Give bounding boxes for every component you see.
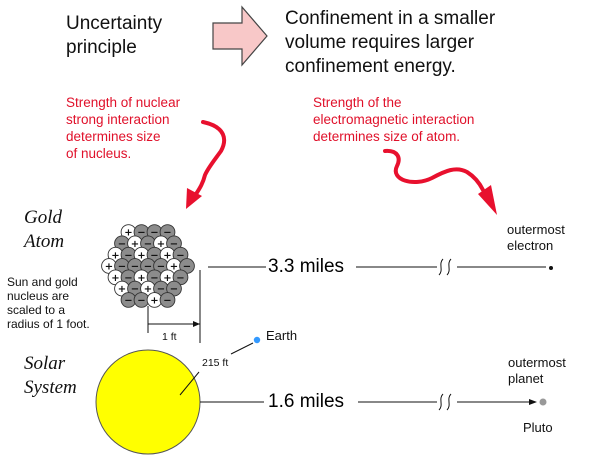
neutron-symbol: − [176, 273, 184, 284]
gold-nucleus: + − − −− + − + −+ − + − + −+ − − − − + −+ − + − + −+ − + − −− − + − [101, 224, 195, 308]
proton-charge-symbol: + [111, 273, 119, 284]
earth-dot [253, 336, 261, 344]
pluto-dot [539, 398, 547, 406]
neutron-symbol: − [150, 228, 158, 239]
nuclear-curve-arrow [194, 120, 227, 196]
proton-charge-symbol: + [157, 239, 165, 250]
proton-charge-symbol: + [137, 250, 145, 261]
pluto-label: Pluto [523, 420, 553, 435]
sun-circle [95, 349, 201, 455]
outermost-planet-label: outermost planet [508, 355, 566, 386]
proton-charge-symbol: + [105, 262, 113, 273]
uncertainty-principle-text: Uncertainty principle [66, 13, 163, 58]
one-foot-label: 1 ft [162, 331, 177, 343]
gold-atom-title: Gold Atom [24, 207, 65, 252]
neutron-symbol: − [183, 262, 191, 273]
proton-charge-symbol: + [150, 296, 158, 307]
solar-break-mark [438, 393, 452, 411]
proton-charge-symbol: + [170, 262, 178, 273]
scale-note: Sun and gold nucleus are scaled to a rad… [7, 275, 90, 331]
neutron-symbol: − [131, 262, 139, 273]
neutron-symbol: − [144, 239, 152, 250]
proton-charge-symbol: + [163, 250, 171, 261]
neutron-symbol: − [150, 273, 158, 284]
neutron-symbol: − [131, 284, 139, 295]
proton-charge-symbol: + [124, 228, 132, 239]
atom-break-mark [438, 258, 452, 276]
neutron-symbol: − [176, 250, 184, 261]
neutron-symbol: − [124, 250, 132, 261]
neutron-symbol: − [137, 228, 145, 239]
nuclear-arrowhead [186, 188, 202, 209]
outermost-electron-dot [549, 266, 553, 270]
neutron-symbol: − [118, 262, 126, 273]
neutron-symbol: − [163, 228, 171, 239]
neutron-symbol: − [124, 296, 132, 307]
earth-label: Earth [266, 328, 298, 343]
confinement-energy-text: Confinement in a smaller volume requires… [285, 8, 496, 77]
neutron [159, 292, 176, 308]
neutron-symbol: − [157, 284, 165, 295]
solar-distance-label: 1.6 miles [266, 391, 347, 413]
neutron-symbol: − [170, 284, 178, 295]
neutron-symbol: − [144, 262, 152, 273]
implies-arrow [212, 5, 268, 67]
proton-charge-symbol: + [131, 239, 139, 250]
solar-system-title: Solar System [24, 353, 77, 398]
electromagnetic-arrowhead [478, 185, 497, 215]
atom-distance-label: 3.3 miles [266, 256, 347, 278]
scale-arrowhead [193, 321, 200, 327]
neutron-symbol: − [118, 239, 126, 250]
neutron-symbol: − [157, 262, 165, 273]
proton-charge-symbol: + [118, 284, 126, 295]
electromagnetic-interaction-note: Strength of the electromagnetic interact… [313, 95, 475, 144]
proton-charge-symbol: + [144, 284, 152, 295]
solar-arrowhead [529, 399, 537, 405]
proton-charge-symbol: + [137, 273, 145, 284]
outermost-electron-label: outermost electron [507, 222, 565, 253]
nuclear-interaction-note: Strength of nuclear strong interaction d… [66, 95, 181, 161]
neutron-symbol: − [124, 273, 132, 284]
earth-distance-label: 215 ft [202, 357, 229, 369]
neutron-symbol: − [150, 250, 158, 261]
earth-pointer-line-upper [230, 342, 254, 355]
electromagnetic-curve-arrow [383, 148, 485, 192]
proton-charge-symbol: + [163, 273, 171, 284]
neutron-symbol: − [137, 296, 145, 307]
earth-pointer-line-lower [179, 371, 200, 396]
proton-charge-symbol: + [111, 250, 119, 261]
neutron-symbol: − [170, 239, 178, 250]
neutron-symbol: − [163, 296, 171, 307]
